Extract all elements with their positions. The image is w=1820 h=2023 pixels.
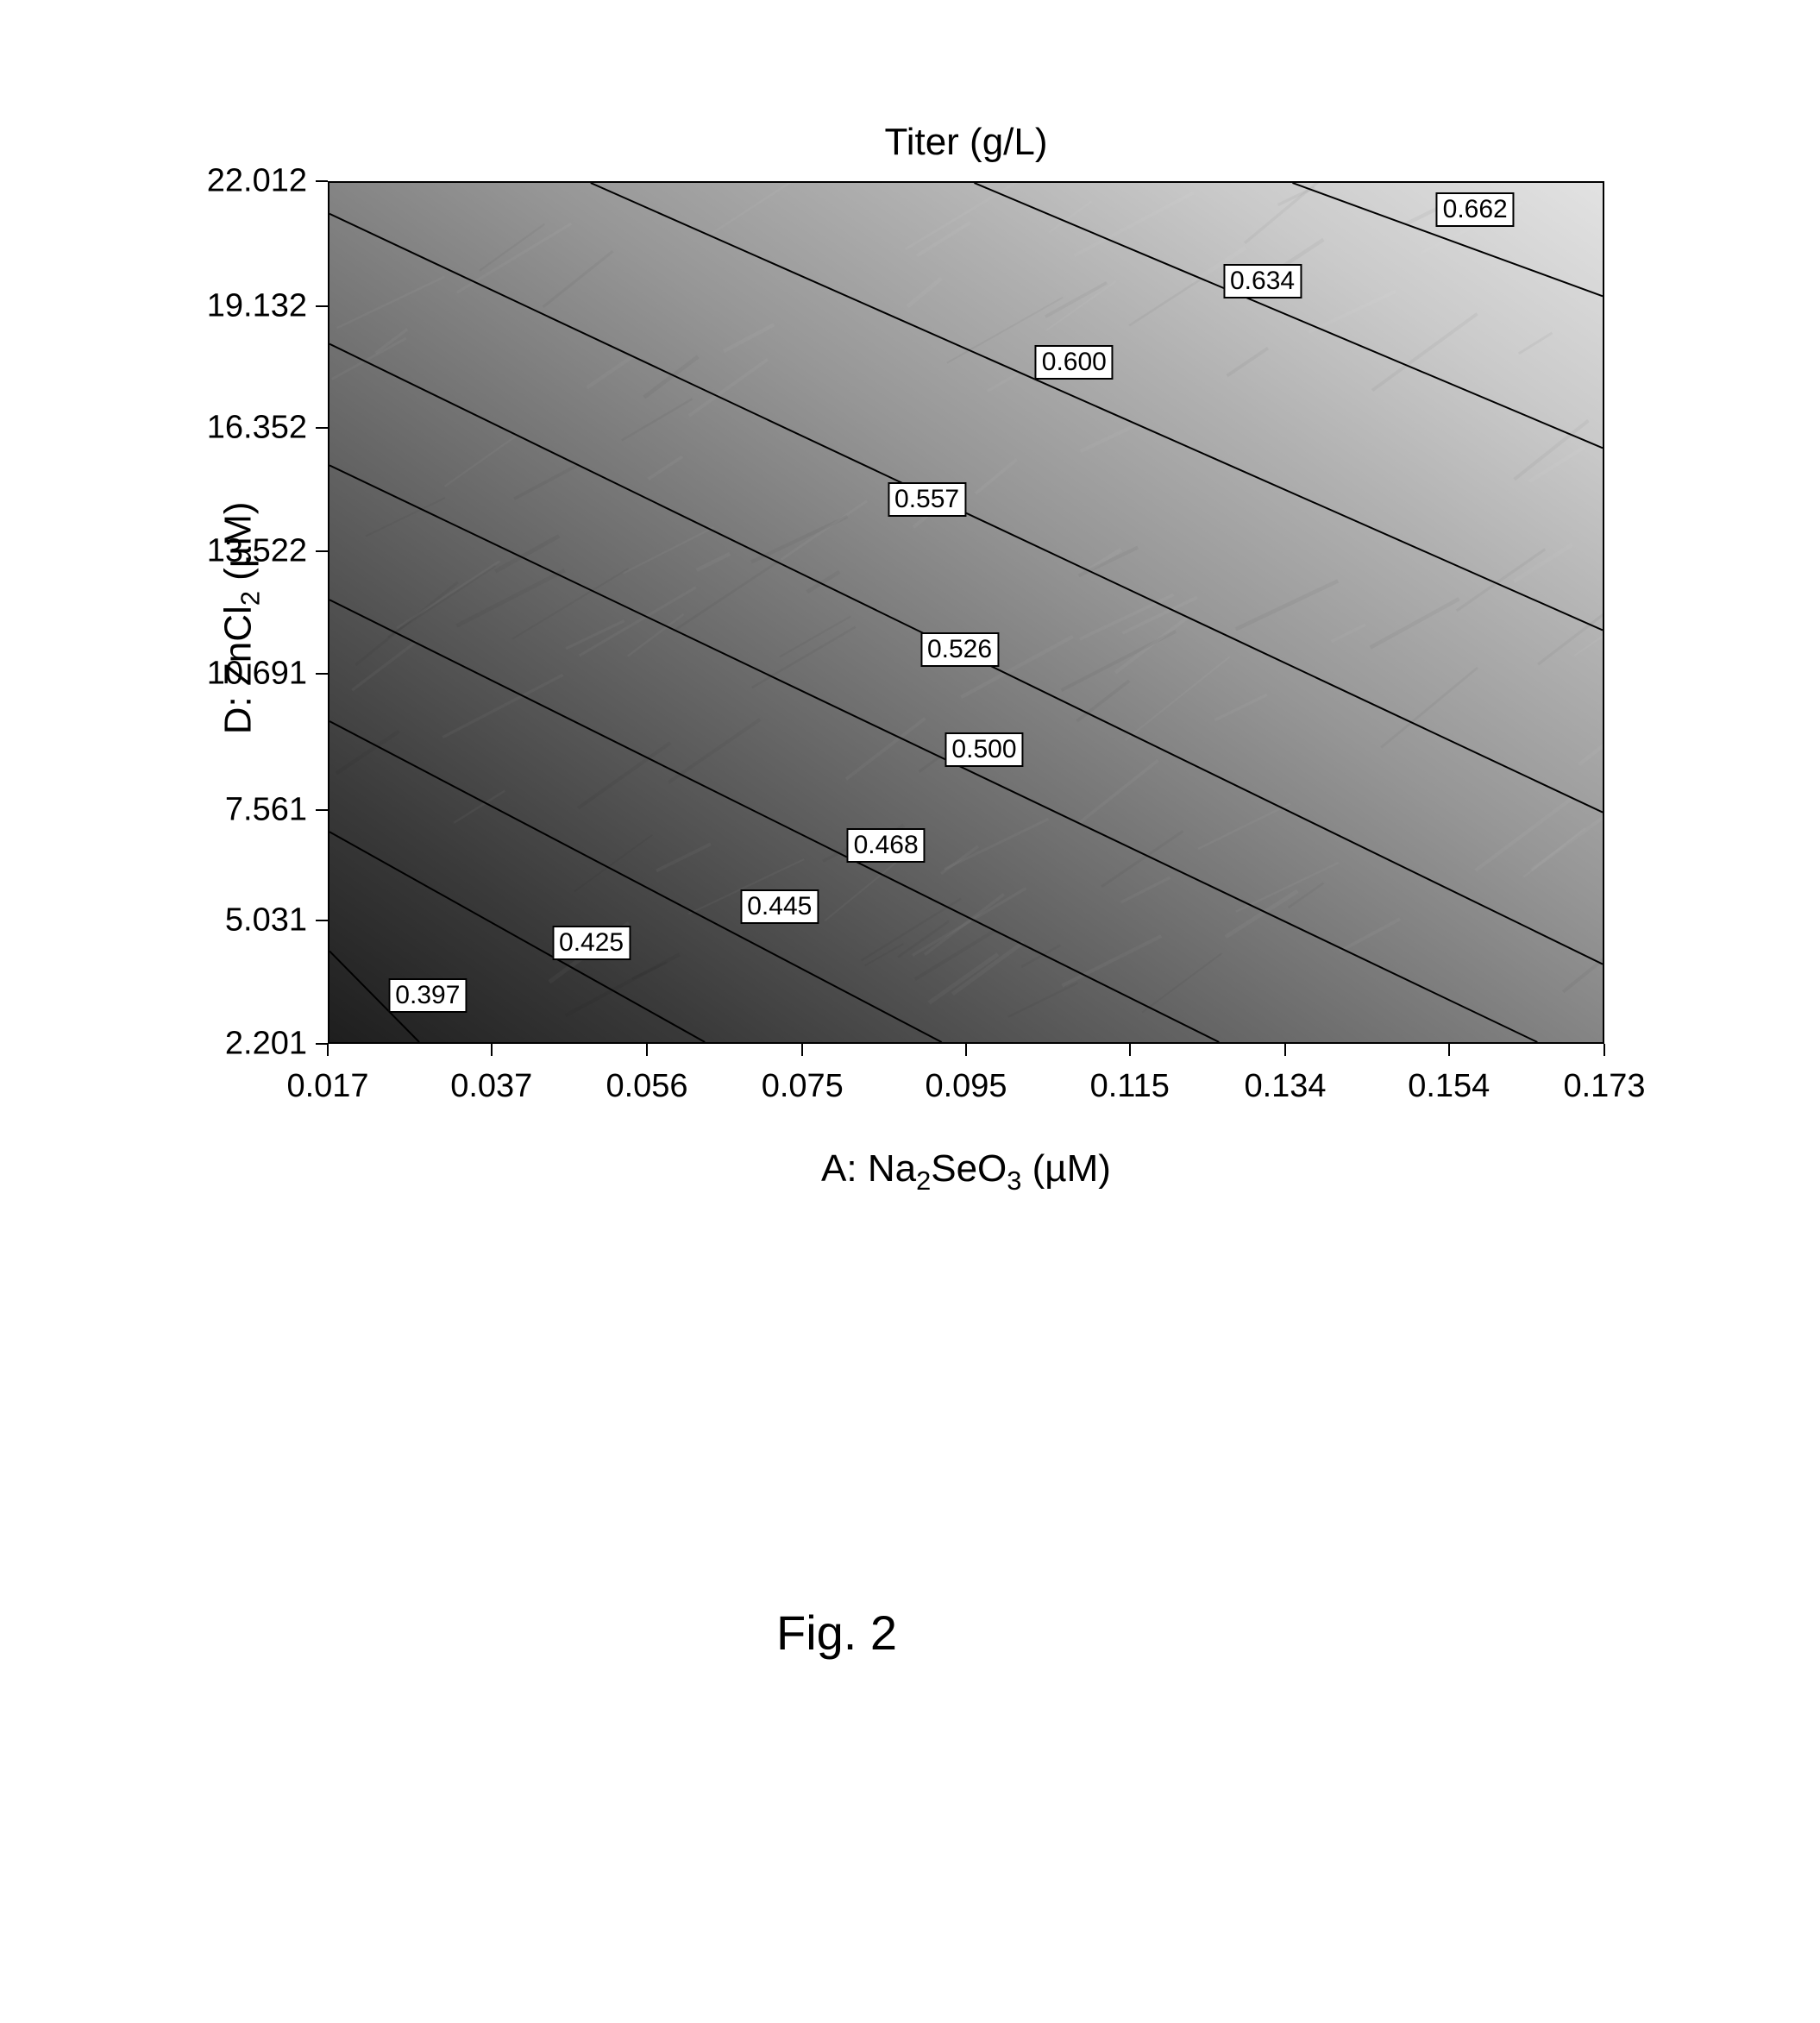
x-tick-label: 0.037	[450, 1068, 532, 1105]
contour-label: 0.500	[945, 732, 1023, 767]
x-tick-label: 0.075	[762, 1068, 844, 1105]
y-axis-label: D: ZnCl2 (µM)	[217, 402, 267, 833]
x-tick-mark	[801, 1044, 803, 1056]
y-tick-mark	[316, 550, 328, 552]
y-tick-mark	[316, 305, 328, 307]
y-tick-label: 2.201	[135, 1026, 307, 1063]
contour-label: 0.425	[552, 926, 631, 960]
x-tick-mark	[646, 1044, 648, 1056]
x-tick-label: 0.134	[1244, 1068, 1326, 1105]
contour-label: 0.634	[1223, 264, 1302, 298]
plot-box: 0.397 0.425 0.445 0.468 0.500 0.526 0.557 0.600…	[328, 181, 1604, 1044]
x-tick-mark	[1603, 1044, 1605, 1056]
y-tick-label: 19.132	[135, 288, 307, 325]
figure-caption: Fig. 2	[776, 1605, 897, 1661]
x-tick-mark	[1284, 1044, 1286, 1056]
x-tick-label: 0.154	[1408, 1068, 1490, 1105]
x-tick-label: 0.115	[1090, 1068, 1170, 1105]
x-tick-mark	[1129, 1044, 1131, 1056]
x-tick-mark	[491, 1044, 493, 1056]
y-tick-mark	[316, 920, 328, 921]
contour-label: 0.445	[740, 889, 819, 924]
contour-label: 0.468	[847, 828, 926, 863]
contour-label: 0.397	[388, 978, 467, 1013]
y-tick-label: 5.031	[135, 902, 307, 939]
y-tick-label: 22.012	[135, 163, 307, 200]
y-tick-mark	[316, 180, 328, 182]
contour-plot	[329, 183, 1603, 1042]
x-tick-label: 0.017	[286, 1068, 368, 1105]
contour-label: 0.557	[888, 482, 966, 517]
x-tick-mark	[327, 1044, 329, 1056]
x-tick-label: 0.095	[925, 1068, 1007, 1105]
x-tick-mark	[1448, 1044, 1450, 1056]
contour-label: 0.662	[1436, 192, 1515, 227]
page: Titer (g/L) 0.397 0.425 0.445 0.468 0.500 0.5…	[0, 0, 1820, 2023]
y-tick-mark	[316, 427, 328, 429]
x-tick-mark	[965, 1044, 967, 1056]
y-tick-mark	[316, 673, 328, 675]
x-axis-label: A: Na2SeO3 (µM)	[328, 1147, 1604, 1197]
contour-label: 0.526	[920, 632, 999, 667]
y-tick-mark	[316, 809, 328, 811]
contour-label: 0.600	[1035, 345, 1114, 380]
x-tick-label: 0.056	[606, 1068, 687, 1105]
chart-area: Titer (g/L) 0.3970.4250.4450.4680.5000.5…	[328, 181, 1604, 1044]
x-tick-label: 0.173	[1563, 1068, 1645, 1105]
chart-title: Titer (g/L)	[328, 121, 1604, 164]
y-tick-mark	[316, 1043, 328, 1045]
